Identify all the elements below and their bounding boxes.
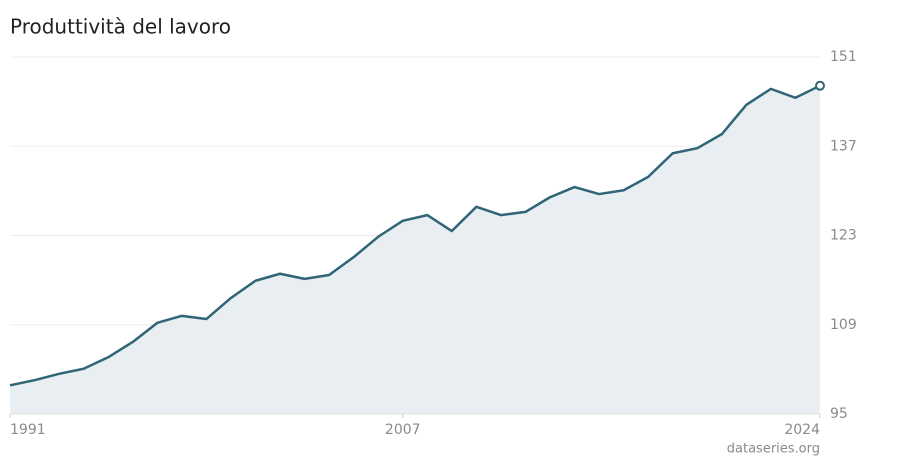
- y-tick-label: 151: [830, 49, 857, 65]
- area: [10, 85, 820, 414]
- last-point: [815, 80, 825, 91]
- y-tick-label: 137: [830, 138, 857, 154]
- x-tick-label: 1991: [10, 422, 46, 438]
- chart-title: Produttività del lavoro: [10, 15, 231, 39]
- y-tick-label: 123: [830, 228, 857, 244]
- line: [9, 84, 821, 387]
- y-tick-label: 95: [830, 406, 848, 422]
- x-tick-label: 2024: [784, 422, 820, 438]
- x-tick-label: 2007: [385, 422, 421, 438]
- source: dataseries.org: [727, 442, 820, 457]
- y-tick-label: 109: [830, 317, 857, 333]
